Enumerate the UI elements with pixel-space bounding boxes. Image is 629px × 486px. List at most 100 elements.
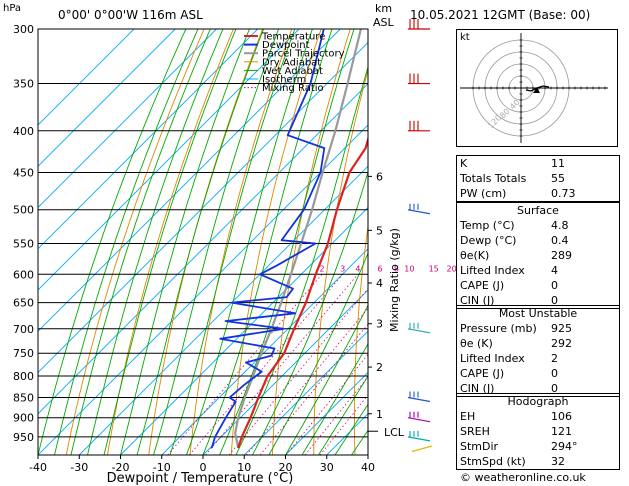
wet-adiabat-line: [334, 403, 368, 455]
legend-label: Temperature: [261, 32, 325, 43]
unstable-row: Lifted Index 2: [460, 352, 558, 365]
isotherm-line: [161, 248, 368, 455]
most-unstable-table: Most Unstable Pressure (mb) 925 θe (K) 292…: [456, 305, 620, 397]
isotherm-line: [243, 330, 368, 455]
location-label: 0°00' 0°00'W 116m ASL: [58, 8, 203, 22]
wet-adiabat-line: [87, 29, 224, 455]
surface-row: CIN (J) 0: [460, 294, 558, 307]
unstable-row: Pressure (mb) 925: [460, 322, 572, 335]
wet-adiabat-line: [301, 343, 368, 455]
wet-adiabat-line: [367, 454, 368, 455]
temperature-tick-label: -30: [70, 461, 88, 474]
isotherm-line: [409, 29, 456, 455]
wind-barb: [407, 396, 431, 403]
isotherm-line: [38, 29, 300, 291]
legend-label: Wet Adiabat: [262, 66, 323, 77]
wet-adiabat-line: [103, 29, 237, 455]
mixing-ratio-label: 4: [355, 264, 360, 273]
mixing-ratio-label: 6: [378, 264, 383, 273]
parcel-trajectory-line: [234, 29, 362, 449]
hodo-row: EH 106: [460, 410, 572, 423]
hodo-row: StmDir 294°: [460, 440, 578, 453]
wet-adiabat-line: [54, 29, 199, 455]
wet-adiabat-line: [136, 29, 265, 455]
isotherm-line: [367, 454, 368, 455]
mixing-ratio-line: [246, 307, 368, 455]
most-unstable-title: Most Unstable: [498, 307, 578, 320]
surface-table: Surface Temp (°C) 4.8 Dewp (°C) 0.4 θe(K) 2…: [456, 202, 620, 309]
skew-t-diagram: 3003504004505005506006507007508008509009…: [13, 19, 456, 486]
wet-adiabat-line: [351, 429, 368, 455]
temperature-tick-label: -10: [153, 461, 171, 474]
mixing-ratio-label: 2: [320, 264, 325, 273]
mixing-ratio-label: 20: [447, 264, 456, 273]
dry-adiabat-line: [432, 29, 456, 455]
temperature-tick-label: -20: [112, 461, 130, 474]
legend-label: Parcel Trajectory: [262, 49, 345, 60]
legend-label: Mixing Ratio: [262, 83, 324, 94]
wind-barbs: [407, 19, 433, 453]
pressure-tick-label: 650: [13, 297, 34, 310]
isotherm-line: [202, 289, 368, 455]
surface-row: CAPE (J) 0: [460, 279, 558, 292]
mixing-ratio-label: 15: [429, 264, 439, 273]
surface-row: θe(K) 289: [460, 249, 572, 262]
legend-label: Dry Adiabat: [262, 57, 321, 68]
mixing-ratio-line: [189, 274, 344, 455]
km-tick-label: 4: [376, 277, 383, 290]
isotherm-line: [38, 29, 176, 167]
indices-top-table: K 11 Totals Totals 55 PW (cm) 0.73: [456, 155, 620, 202]
legend-label: Dewpoint: [262, 40, 310, 51]
isotherm-line: [38, 29, 217, 209]
right-axis-label: Mixing Ratio (g/kg): [388, 228, 401, 332]
pressure-tick-label: 950: [13, 431, 34, 444]
pressure-tick-labels: 300 350 400 450 500 550 600 650 700 750 800 850 900 9…: [13, 23, 34, 444]
pressure-tick-label: 300: [13, 23, 34, 36]
isobars: [38, 28, 368, 438]
hodograph-title: Hodograph: [507, 395, 569, 408]
index-row: Totals Totals 55: [460, 172, 565, 185]
dry-adiabat-line: [313, 68, 368, 455]
wind-barb: [407, 328, 431, 334]
index-row: K 11: [460, 157, 565, 170]
temperature-tick-label: 20: [279, 461, 293, 474]
lcl-label: LCL: [384, 426, 405, 439]
wet-adiabat-line: [318, 375, 368, 455]
pressure-tick-label: 750: [13, 347, 34, 360]
index-row: PW (cm) 0.73: [460, 187, 576, 200]
mixing-ratio-label: 8: [394, 264, 399, 273]
wind-barb: [407, 417, 431, 423]
pressure-tick-label: 600: [13, 268, 34, 281]
surface-row: Dewp (°C) 0.4: [460, 234, 569, 247]
km-tick-label: 1: [376, 408, 383, 421]
hpa-unit-label: hPa: [3, 3, 22, 14]
pressure-tick-label: 500: [13, 204, 34, 217]
unstable-row: CIN (J) 0: [460, 382, 558, 395]
isotherm-line: [38, 41, 368, 374]
temperature-tick-label: 40: [361, 461, 375, 474]
unstable-row: θe (K) 292: [460, 337, 572, 350]
pressure-tick-label: 350: [13, 78, 34, 91]
isotherm-line: [38, 124, 368, 455]
temperature-tick-label: -40: [29, 461, 47, 474]
x-axis-label: Dewpoint / Temperature (°C): [107, 471, 294, 486]
isotherm-line: [38, 29, 135, 126]
isotherm-line: [38, 83, 368, 415]
hodo-row: SREH 121: [460, 425, 572, 438]
pressure-tick-label: 450: [13, 166, 34, 179]
dewpoint-line: [210, 29, 326, 449]
profiles: [210, 29, 368, 449]
temperature-line: [237, 135, 368, 449]
pressure-tick-label: 850: [13, 391, 34, 404]
temperature-tick-label: 30: [320, 461, 334, 474]
copyright: © weatheronline.co.uk: [460, 471, 586, 484]
temperature-tick-labels: -40 -30 -20 -10 0 10 20 30 40: [29, 455, 375, 474]
km-tick-label: 3: [376, 318, 383, 331]
hodo-row: StmSpd (kt) 32: [460, 455, 565, 468]
pressure-tick-label: 400: [13, 125, 34, 138]
wet-adiabat-line: [153, 29, 280, 455]
isotherm-line: [38, 29, 259, 250]
altitude-tick-labels: 6 5 4 3 2 1: [368, 170, 383, 432]
